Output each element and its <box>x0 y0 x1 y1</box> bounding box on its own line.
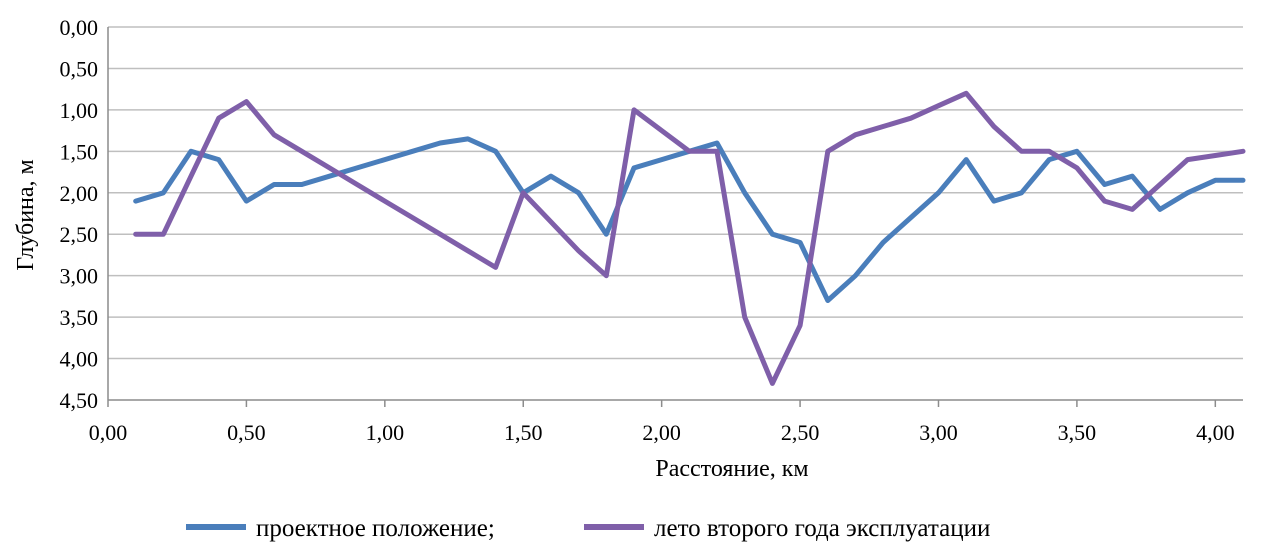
y-axis-title: Глубина, м <box>13 159 39 270</box>
x-tick-label: 4,00 <box>1196 420 1235 445</box>
x-tick-label: 2,50 <box>781 420 820 445</box>
x-tick-label: 1,00 <box>366 420 405 445</box>
legend: проектное положение; лето второго года э… <box>186 515 990 542</box>
x-tick-label: 1,50 <box>504 420 543 445</box>
y-tick-label: 0,50 <box>60 56 99 81</box>
x-tick-label: 2,00 <box>642 420 681 445</box>
x-tick-label: 0,50 <box>227 420 266 445</box>
y-tick-label: 2,50 <box>60 222 99 247</box>
y-tick-label: 0,00 <box>60 15 99 40</box>
gridlines <box>108 26 1243 360</box>
y-tick-label: 3,50 <box>60 305 99 330</box>
x-tick-label: 3,00 <box>919 420 958 445</box>
y-tick-label: 1,50 <box>60 139 99 164</box>
legend-label-second-year-summer: лето второго года эксплуатации <box>654 515 990 542</box>
x-axis-title: Расстояние, км <box>655 456 808 482</box>
x-tick-labels: 0,00 0,50 1,00 1,50 2,00 2,50 3,00 3,50 4,00 <box>89 420 1235 445</box>
y-tick-label: 4,50 <box>60 388 99 413</box>
y-tick-label: 4,00 <box>60 347 99 372</box>
axes <box>107 27 1243 407</box>
x-tick-label: 3,50 <box>1058 420 1097 445</box>
y-tick-label: 2,00 <box>60 181 99 206</box>
x-tick-label: 0,00 <box>89 420 128 445</box>
y-tick-label: 1,00 <box>60 98 99 123</box>
y-tick-labels: 0,00 0,50 1,00 1,50 2,00 2,50 3,00 3,50 4,00 4,50 <box>60 15 99 413</box>
series-lines <box>133 90 1246 386</box>
y-tick-label: 3,00 <box>60 264 99 289</box>
series-second-year-summer-line <box>133 90 1246 386</box>
legend-label-design-position: проектное положение; <box>256 515 495 542</box>
